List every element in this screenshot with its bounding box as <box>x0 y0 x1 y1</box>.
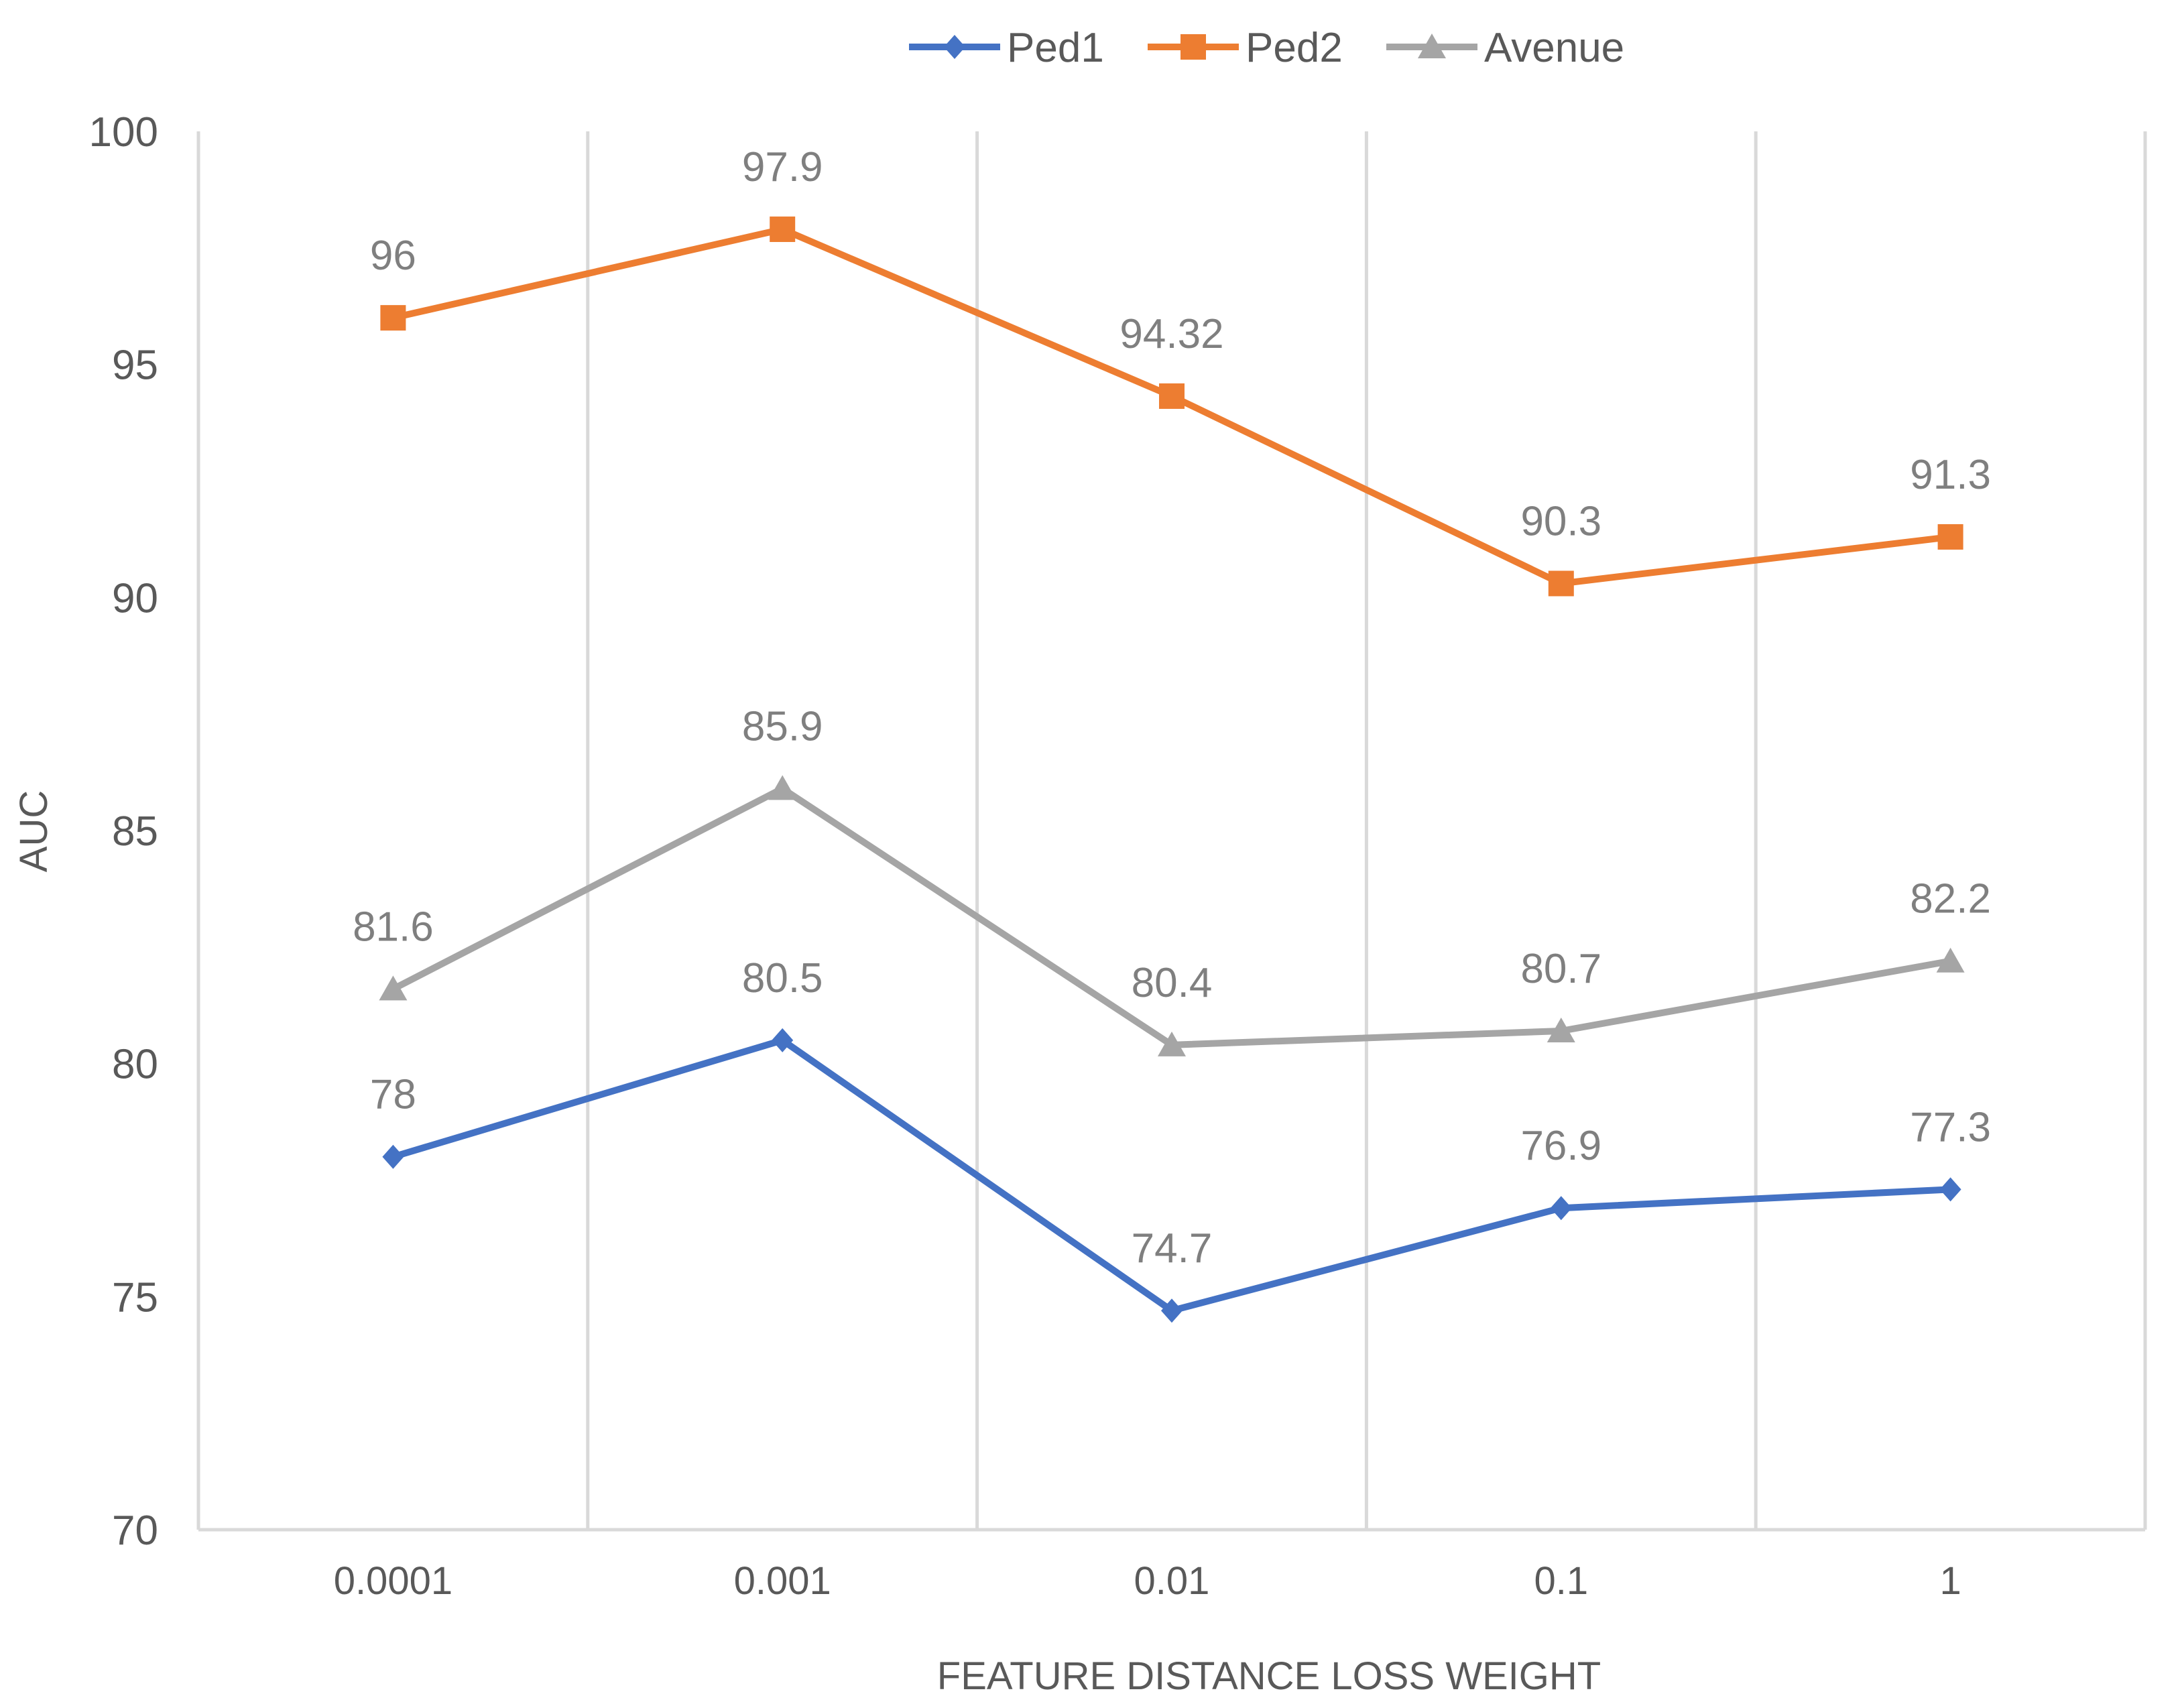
data-point-ped1 <box>1161 1298 1183 1323</box>
y-tick-label: 95 <box>112 343 158 389</box>
data-point-avenue <box>379 975 408 1001</box>
x-tick-label: 1 <box>1939 1559 1961 1603</box>
axes: 70 75 80 85 90 95 100 0.0001 0.001 0.01 0.1 1 <box>89 109 2145 1603</box>
series-layer <box>379 217 1965 1323</box>
data-label-ped1: 78 <box>370 1072 416 1118</box>
x-tick-label: 0.0001 <box>334 1559 452 1603</box>
data-label-ped2: 94.32 <box>1119 311 1223 357</box>
data-label-ped2: 90.3 <box>1520 498 1601 544</box>
legend: Ped1 Ped2 Avenue <box>909 25 1624 71</box>
legend-label-ped1: Ped1 <box>1007 25 1104 71</box>
data-point-ped1 <box>1550 1196 1572 1221</box>
data-label-ped1: 77.3 <box>1910 1104 1991 1150</box>
data-label-avenue: 80.4 <box>1132 960 1213 1006</box>
x-tick-label: 0.01 <box>1134 1559 1210 1603</box>
data-point-ped2 <box>1937 524 1963 550</box>
legend-marker-avenue <box>1418 34 1446 58</box>
y-tick-label: 75 <box>112 1274 158 1321</box>
y-tick-label: 85 <box>112 808 158 855</box>
x-tick-label: 0.1 <box>1534 1559 1588 1603</box>
data-label-avenue: 81.6 <box>353 904 434 950</box>
data-point-ped2 <box>1548 570 1574 597</box>
data-label-ped1: 80.5 <box>742 955 823 1001</box>
data-label-ped1: 76.9 <box>1520 1123 1601 1169</box>
data-label-avenue: 82.2 <box>1910 876 1991 922</box>
data-point-ped1 <box>382 1144 404 1169</box>
y-axis-title: AUC <box>12 790 56 872</box>
x-tick-label: 0.001 <box>734 1559 831 1603</box>
data-point-ped2 <box>770 217 796 243</box>
data-point-ped2 <box>1159 383 1185 409</box>
legend-label-avenue: Avenue <box>1484 25 1624 71</box>
data-label-ped2: 91.3 <box>1910 452 1991 498</box>
data-label-ped1: 74.7 <box>1132 1225 1213 1272</box>
data-point-avenue <box>1936 947 1965 973</box>
data-point-avenue <box>1158 1031 1186 1056</box>
y-tick-label: 100 <box>89 109 158 156</box>
data-point-ped2 <box>380 305 406 331</box>
data-point-avenue <box>1547 1017 1575 1042</box>
data-point-ped1 <box>772 1028 794 1052</box>
legend-marker-ped2 <box>1180 34 1206 60</box>
data-label-ped2: 96 <box>370 233 416 279</box>
data-label-ped2: 97.9 <box>742 144 823 190</box>
gridlines <box>196 131 2147 1530</box>
y-tick-label: 90 <box>112 575 158 621</box>
x-axis-title: FEATURE DISTANCE LOSS WEIGHT <box>937 1654 1601 1698</box>
y-tick-label: 70 <box>112 1508 158 1554</box>
data-point-avenue <box>768 775 797 800</box>
legend-marker-ped1 <box>944 35 965 59</box>
y-tick-label: 80 <box>112 1042 158 1088</box>
data-labels: 78 80.5 74.7 76.9 77.3 96 97.9 94.32 90.3 91.3 81.… <box>353 144 1991 1272</box>
legend-label-ped2: Ped2 <box>1246 25 1343 71</box>
series-line-avenue <box>389 785 1954 1048</box>
data-label-avenue: 85.9 <box>742 703 823 749</box>
data-point-ped1 <box>1939 1177 1961 1202</box>
data-label-avenue: 80.7 <box>1520 946 1601 992</box>
